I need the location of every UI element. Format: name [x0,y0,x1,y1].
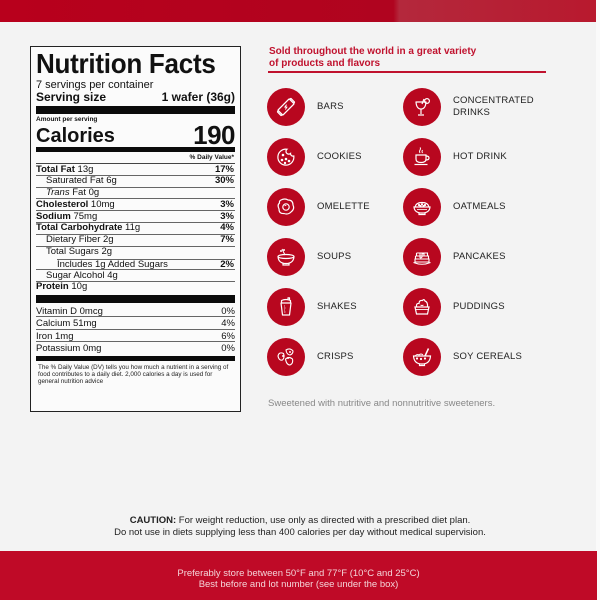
crisps-icon [267,338,305,376]
top-red-band [0,0,596,22]
serving-size-value: 1 wafer (36g) [161,90,235,104]
thick-divider [36,106,235,114]
daily-value-header: % Daily Value* [36,153,235,164]
dv-value: 3% [220,210,234,222]
product-item-soy-cereals: SOY CEREALS [403,338,522,376]
oatmeal-bowl-icon [403,188,441,226]
dv-value: 30% [214,175,234,187]
caution-label: CAUTION: [129,515,177,526]
product-item-pancakes: PANCAKES [403,238,506,276]
nutrient-row-sodium: Sodium 75mg 3% [36,210,235,223]
medium-divider [36,355,235,361]
servings-per-container: 7 servings per container [36,79,154,91]
serving-size-label: Serving size [36,90,107,104]
dv-value [234,282,235,293]
nutrition-facts-label: Nutrition Facts 7 servings per container… [30,46,241,412]
nutrient-row-added-sugars: Includes 1g Added Sugars 2% [36,258,235,271]
product-item-crisps: CRISPS [267,338,354,376]
vitamin-row-vitamin-d: Vitamin D 0mcg 0% [36,305,235,318]
dv-value: 7% [220,234,234,246]
vitamin-row-potassium: Potassium 0mg 0% [36,343,235,355]
cocktail-icon [403,88,441,126]
pudding-icon [403,288,441,326]
product-label: SHAKES [317,301,357,312]
product-label: SOY CEREALS [453,351,523,362]
product-label: SOUPS [317,251,352,262]
dv-value [234,247,235,258]
product-label: HOT DRINK [453,151,507,162]
cereal-bowl-icon [403,338,441,376]
product-item-shakes: SHAKES [267,288,357,326]
heading-underline [268,71,546,73]
product-item-bars: BARS [267,88,344,126]
product-label: OATMEALS [453,201,506,212]
product-label: COOKIES [317,151,362,162]
product-label: PANCAKES [453,251,506,262]
product-item-soups: SOUPS [267,238,351,276]
calories-row: Calories 190 [36,120,235,150]
bar-icon [267,88,305,126]
product-label: BARS [317,101,344,112]
nutrient-row-total-carbohydrate: Total Carbohydrate 11g 4% [36,222,235,235]
dv-value [234,188,235,198]
shaker-icon [267,288,305,326]
storage-line-1: Preferably store between 50°F and 77°F (… [177,568,420,579]
product-item-oatmeals: OATMEALS [403,188,506,226]
vitamin-row-iron: Iron 1mg 6% [36,330,235,343]
nutrient-row-saturated-fat: Saturated Fat 6g 30% [36,175,235,188]
product-label: OMELETTE [317,201,370,212]
vitamin-row-calcium: Calcium 51mg 4% [36,318,235,330]
dv-value: 3% [220,198,234,210]
egg-icon [267,188,305,226]
product-item-cookies: COOKIES [267,138,362,176]
soup-bowl-icon [267,238,305,276]
dv-value: 4% [220,222,234,234]
daily-value-footnote: The % Daily Value (DV) tells you how muc… [38,363,229,386]
amount-per-serving: Amount per serving [36,116,98,123]
product-label: CONCENTRATED DRINKS [453,95,534,118]
dv-value: 2% [220,258,235,270]
nutrient-row-total-fat: Total Fat 13g 17% [36,163,235,176]
product-item-concentrated-drinks: CONCENTRATED DRINKS [403,88,534,126]
nutrient-row-dietary-fiber: Dietary Fiber 2g 7% [36,234,235,247]
storage-band: Preferably store between 50°F and 77°F (… [0,551,597,600]
product-item-puddings: PUDDINGS [403,288,505,326]
nutrient-row-trans-fat: Trans Fat 0g [36,187,235,200]
pancakes-icon [403,238,441,276]
product-label: PUDDINGS [453,301,505,312]
medium-divider [36,147,235,152]
dv-value [234,271,235,281]
serving-size-row: Serving size 1 wafer (36g) [36,91,235,104]
cup-icon [403,138,441,176]
dv-value: 17% [214,163,234,175]
nutrient-row-cholesterol: Cholesterol 10mg 3% [36,198,235,212]
products-heading: Sold throughout the world in a great var… [269,46,477,69]
cookie-icon [267,138,305,176]
storage-line-2: Best before and lot number (see under th… [198,579,399,590]
nutrition-facts-title: Nutrition Facts [36,48,216,79]
caution-notice: CAUTION: For weight reduction, use only … [114,515,486,538]
nutrient-row-total-sugars: Total Sugars 2g [36,246,235,259]
sweetener-note: Sweetened with nutritive and nonnutritiv… [268,398,496,409]
thick-divider [36,294,235,303]
calories-label: Calories [36,125,115,147]
right-edge [596,0,600,600]
product-item-omelette: OMELETTE [267,188,370,226]
nutrient-row-sugar-alcohol: Sugar Alcohol 4g [36,270,235,282]
calories-value: 190 [193,120,235,150]
product-label: CRISPS [317,351,354,362]
product-item-hot-drink: HOT DRINK [403,138,507,176]
nutrient-row-protein: Protein 10g [36,282,235,294]
